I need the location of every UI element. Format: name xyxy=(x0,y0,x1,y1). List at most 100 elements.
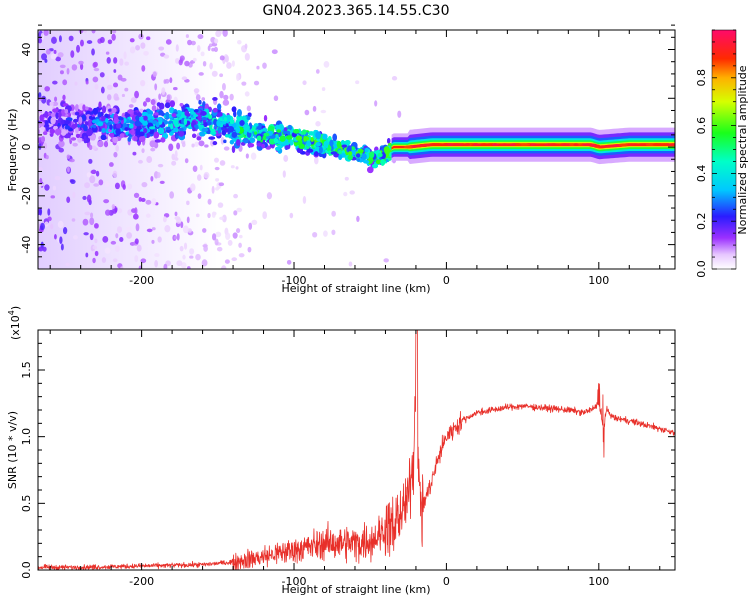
spectral-ridge-blob xyxy=(38,129,41,135)
spectral-noise-blob xyxy=(194,141,199,147)
spectral-ridge-blob xyxy=(279,135,286,142)
spectral-peak xyxy=(618,143,628,147)
spectral-noise-blob xyxy=(225,232,231,240)
spectral-noise-blob xyxy=(197,193,202,199)
spectral-noise-blob xyxy=(266,192,273,200)
spectral-noise-blob xyxy=(140,42,146,49)
spectral-noise-blob xyxy=(108,162,114,167)
spectrogram-x-axis-label: Height of straight line (km) xyxy=(281,282,430,295)
spectral-noise-blob xyxy=(59,236,63,244)
spectral-noise-blob xyxy=(344,176,349,181)
spectral-noise-blob xyxy=(107,39,113,45)
spectral-noise-blob xyxy=(161,87,166,95)
spectral-ridge-blob xyxy=(154,112,159,116)
spectral-noise-blob xyxy=(223,146,230,151)
spectral-ridge-blob xyxy=(198,99,202,105)
spectral-noise-blob xyxy=(114,182,120,190)
spectral-noise-blob xyxy=(154,260,158,268)
spectral-ridge-blob xyxy=(220,120,227,125)
spectral-noise-blob xyxy=(111,33,116,41)
spectral-ridge-blob xyxy=(98,101,102,109)
spectral-noise-blob xyxy=(124,87,129,92)
spectral-noise-blob xyxy=(192,165,198,172)
spectral-noise-blob xyxy=(349,190,355,195)
spectral-noise-blob xyxy=(224,55,229,63)
spectral-noise-blob xyxy=(251,219,258,225)
spectral-noise-blob xyxy=(219,216,225,221)
spectral-peak xyxy=(514,143,522,147)
spectrogram-plot-area xyxy=(38,30,675,269)
spectral-ridge-blob xyxy=(103,141,109,148)
spectral-noise-blob xyxy=(236,207,243,213)
spectral-noise-blob xyxy=(199,164,203,171)
spectral-noise-blob xyxy=(158,93,162,100)
spectral-ridge-blob xyxy=(38,121,45,127)
spectral-ridge-blob xyxy=(329,139,334,147)
spectral-noise-blob xyxy=(83,30,87,34)
spectral-ridge-blob xyxy=(70,137,77,141)
spectral-noise-blob xyxy=(218,182,225,187)
spectral-ridge-blob xyxy=(249,137,256,143)
spectral-noise-blob xyxy=(286,259,292,265)
spectral-ridge-blob xyxy=(231,145,236,153)
spectral-noise-blob xyxy=(163,79,167,84)
spectral-noise-blob xyxy=(40,222,45,231)
spectral-noise-blob xyxy=(93,183,100,187)
spectral-ridge-blob xyxy=(369,151,375,159)
spectral-peak xyxy=(603,144,615,148)
spectral-noise-blob xyxy=(106,56,111,64)
spectral-noise-blob xyxy=(140,258,147,264)
spectral-ridge-blob xyxy=(243,124,250,132)
spectral-noise-blob xyxy=(223,94,229,101)
spectral-noise-blob xyxy=(154,253,160,258)
spectral-noise-blob xyxy=(235,166,239,170)
spectral-noise-blob xyxy=(247,246,252,253)
spectral-noise-blob xyxy=(246,105,251,112)
spectral-peak xyxy=(441,143,448,147)
x-tick-label: 100 xyxy=(588,274,609,287)
spectral-noise-blob xyxy=(232,232,238,239)
x-tick-label: -100 xyxy=(282,274,307,287)
spectral-noise-blob xyxy=(135,223,140,232)
spectral-noise-blob xyxy=(83,232,89,236)
spectral-ridge-blob xyxy=(239,120,245,127)
spectral-noise-blob xyxy=(115,233,119,239)
spectral-ridge-blob xyxy=(363,160,370,164)
spectral-ridge-blob xyxy=(88,115,93,120)
spectral-noise-blob xyxy=(321,87,326,91)
spectral-noise-blob xyxy=(178,59,183,66)
spectral-noise-blob xyxy=(68,35,74,42)
spectral-noise-blob xyxy=(315,121,321,127)
spectral-noise-blob xyxy=(320,109,327,114)
spectral-ridge-blob xyxy=(118,116,124,121)
spectral-noise-blob xyxy=(84,182,90,189)
spectral-ridge-blob xyxy=(72,142,78,147)
spectral-noise-blob xyxy=(111,30,117,34)
spectral-noise-blob xyxy=(189,248,195,255)
spectral-noise-blob xyxy=(162,216,167,223)
spectral-ridge-blob xyxy=(171,113,177,118)
spectral-noise-blob xyxy=(214,166,220,171)
spectral-noise-blob xyxy=(312,231,318,238)
spectral-noise-blob xyxy=(42,246,47,252)
spectral-noise-blob xyxy=(105,209,111,216)
spectral-ridge-blob xyxy=(313,151,319,157)
spectral-noise-blob xyxy=(189,255,194,259)
spectral-noise-blob xyxy=(44,86,51,92)
spectral-noise-blob xyxy=(133,213,139,220)
spectral-noise-blob xyxy=(121,93,125,98)
spectral-noise-blob xyxy=(215,231,222,238)
spectral-ridge-blob xyxy=(179,127,184,132)
x-tick-label: -200 xyxy=(129,575,154,588)
spectral-noise-blob xyxy=(62,79,68,86)
spectral-ridge-blob xyxy=(39,114,44,122)
spectral-ridge-blob xyxy=(134,120,142,127)
spectral-noise-blob xyxy=(59,64,66,69)
spectral-ridge-blob xyxy=(293,129,300,134)
spectral-noise-blob xyxy=(200,51,205,57)
spectral-noise-blob xyxy=(115,245,120,252)
spectral-noise-blob xyxy=(104,180,110,187)
spectral-noise-blob xyxy=(207,212,211,219)
spectral-noise-blob xyxy=(80,39,84,47)
spectral-noise-blob xyxy=(302,196,307,204)
